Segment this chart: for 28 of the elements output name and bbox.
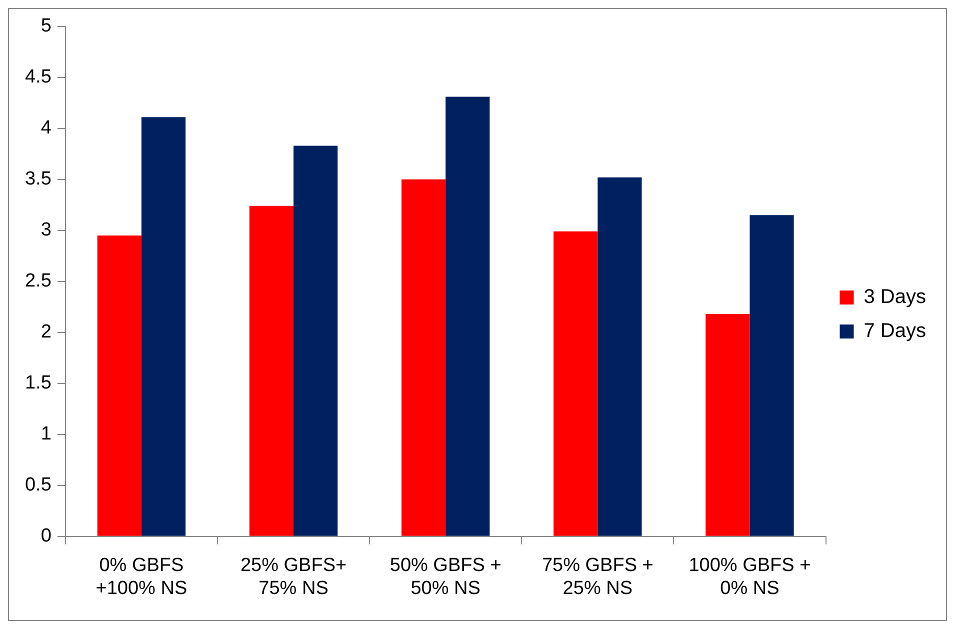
bar <box>706 314 750 536</box>
y-tick-label: 0.5 <box>24 474 52 496</box>
y-tick-label: 4.5 <box>24 66 52 88</box>
bar <box>97 236 142 536</box>
y-tick-label: 1 <box>40 424 52 445</box>
bar <box>294 146 338 536</box>
x-tick-label: 25% GBFS+ 75% NS <box>240 555 347 599</box>
legend-label: 7 Days <box>864 320 926 342</box>
bar <box>446 96 490 536</box>
y-tick-label: 3 <box>40 220 52 241</box>
y-tick-label: 5 <box>40 16 52 37</box>
bar <box>401 179 446 536</box>
bar <box>249 206 294 536</box>
bar <box>750 215 794 536</box>
y-tick-label: 0 <box>40 526 52 547</box>
x-tick-label: 100% GBFS + 0% NS <box>688 555 811 599</box>
legend-label: 3 Days <box>864 286 926 308</box>
x-tick-label: 75% GBFS + 25% NS <box>542 555 654 599</box>
y-tick-label: 4 <box>40 118 52 139</box>
y-tick-label: 3.5 <box>24 168 52 190</box>
bar <box>141 117 186 536</box>
y-tick-label: 2 <box>40 322 52 343</box>
bar <box>598 177 642 536</box>
x-tick-label: 50% GBFS + 50% NS <box>390 555 502 599</box>
y-tick-label: 2.5 <box>24 270 52 292</box>
bar <box>554 231 598 536</box>
x-tick-label: 0% GBFS +100% NS <box>96 555 188 599</box>
y-tick-label: 1.5 <box>24 372 52 394</box>
